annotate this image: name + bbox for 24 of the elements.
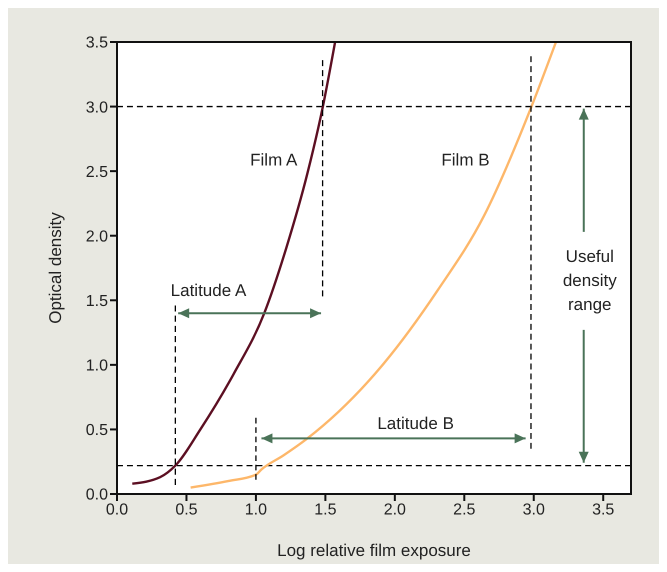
annotation: Film A xyxy=(250,150,298,170)
annotation: Film B xyxy=(441,150,490,170)
y-tick-label: 2.5 xyxy=(86,164,108,181)
annotation: Useful density range xyxy=(562,246,618,314)
y-tick-label: 0.5 xyxy=(86,422,108,440)
x-tick-label: 3.0 xyxy=(522,501,545,518)
y-tick-label: 0.0 xyxy=(86,486,108,504)
y-tick-label: 1.5 xyxy=(86,292,108,310)
y-tick-label: 3.0 xyxy=(86,99,108,116)
annotation: Latitude B xyxy=(377,414,454,433)
line-series xyxy=(131,42,336,485)
x-tick-label: 0.5 xyxy=(175,501,198,518)
x-tick-label: 2.0 xyxy=(384,501,406,518)
y-tick-label: 1.0 xyxy=(86,358,108,375)
y-axis-title: Optical density xyxy=(46,212,66,324)
x-tick-label: 0.0 xyxy=(106,501,128,518)
x-tick-label: 2.5 xyxy=(453,501,476,518)
x-tick-label: 3.5 xyxy=(592,501,614,518)
y-tick-label: 2.0 xyxy=(86,228,108,246)
x-axis-title: Log relative film exposure xyxy=(277,541,471,560)
x-tick-label: 1.0 xyxy=(244,501,268,518)
y-tick-label: 3.5 xyxy=(86,34,108,52)
annotation: Latitude A xyxy=(170,280,247,300)
x-tick-label: 1.5 xyxy=(314,501,337,518)
